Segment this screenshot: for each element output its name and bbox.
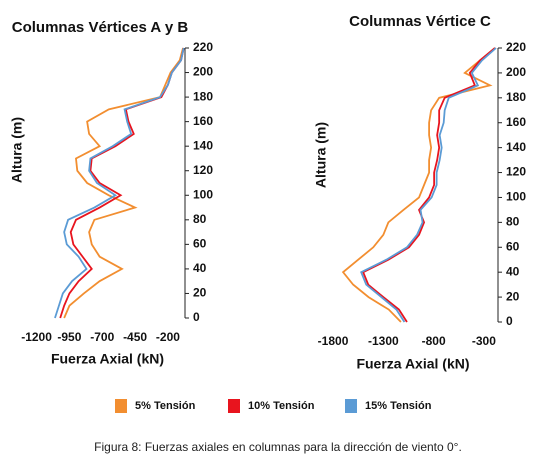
- legend-label: 15% Tensión: [365, 400, 432, 412]
- caption: Figura 8: Fuerzas axiales en columnas pa…: [94, 440, 462, 454]
- y-tick-label: 180: [193, 89, 213, 103]
- y-tick-label: 100: [506, 190, 526, 204]
- series-line: [362, 47, 496, 323]
- y-tick-label: 40: [506, 264, 520, 278]
- y-tick-label: 140: [193, 138, 213, 152]
- y-tick-label: 0: [193, 310, 200, 324]
- y-tick-label: 160: [193, 114, 213, 128]
- y-tick-label: 60: [506, 239, 520, 253]
- legend-swatch: [115, 399, 127, 413]
- series-line: [54, 47, 185, 319]
- y-tick-label: 20: [193, 286, 207, 300]
- y-tick-label: 140: [506, 140, 526, 154]
- y-tick-label: 200: [193, 65, 213, 79]
- y-tick-label: 160: [506, 115, 526, 129]
- y-axis-title: Altura (m): [9, 117, 25, 183]
- x-tick-label: -1800: [318, 334, 349, 348]
- y-tick-label: 80: [506, 215, 520, 229]
- y-tick-label: 80: [193, 212, 207, 226]
- legend-label: 10% Tensión: [248, 400, 315, 412]
- y-tick-label: 120: [193, 163, 213, 177]
- x-axis-title: Fuerza Axial (kN): [51, 351, 164, 367]
- series-line: [360, 47, 497, 323]
- y-tick-label: 180: [506, 90, 526, 104]
- y-tick-label: 60: [193, 237, 207, 251]
- x-tick-label: -1200: [21, 330, 52, 344]
- x-tick-label: -200: [156, 330, 180, 344]
- y-tick-label: 20: [506, 289, 520, 303]
- y-tick-label: 0: [506, 314, 513, 328]
- x-axis-title: Fuerza Axial (kN): [356, 356, 469, 372]
- y-axis-title: Altura (m): [313, 122, 329, 188]
- x-tick-label: -950: [57, 330, 81, 344]
- y-tick-label: 200: [506, 65, 526, 79]
- chart-title: Columnas Vértice C: [349, 13, 491, 30]
- y-tick-label: 100: [193, 187, 213, 201]
- legend-swatch: [228, 399, 240, 413]
- x-tick-label: -800: [422, 334, 446, 348]
- legend-label: 5% Tensión: [135, 400, 196, 412]
- x-tick-label: -1300: [368, 334, 399, 348]
- y-tick-label: 220: [506, 40, 526, 54]
- x-tick-label: -700: [90, 330, 114, 344]
- y-tick-label: 40: [193, 261, 207, 275]
- x-tick-label: -450: [123, 330, 147, 344]
- y-tick-label: 220: [193, 40, 213, 54]
- legend-swatch: [345, 399, 357, 413]
- y-tick-label: 120: [506, 165, 526, 179]
- x-tick-label: -300: [472, 334, 496, 348]
- chart-title: Columnas Vértices A y B: [12, 19, 189, 36]
